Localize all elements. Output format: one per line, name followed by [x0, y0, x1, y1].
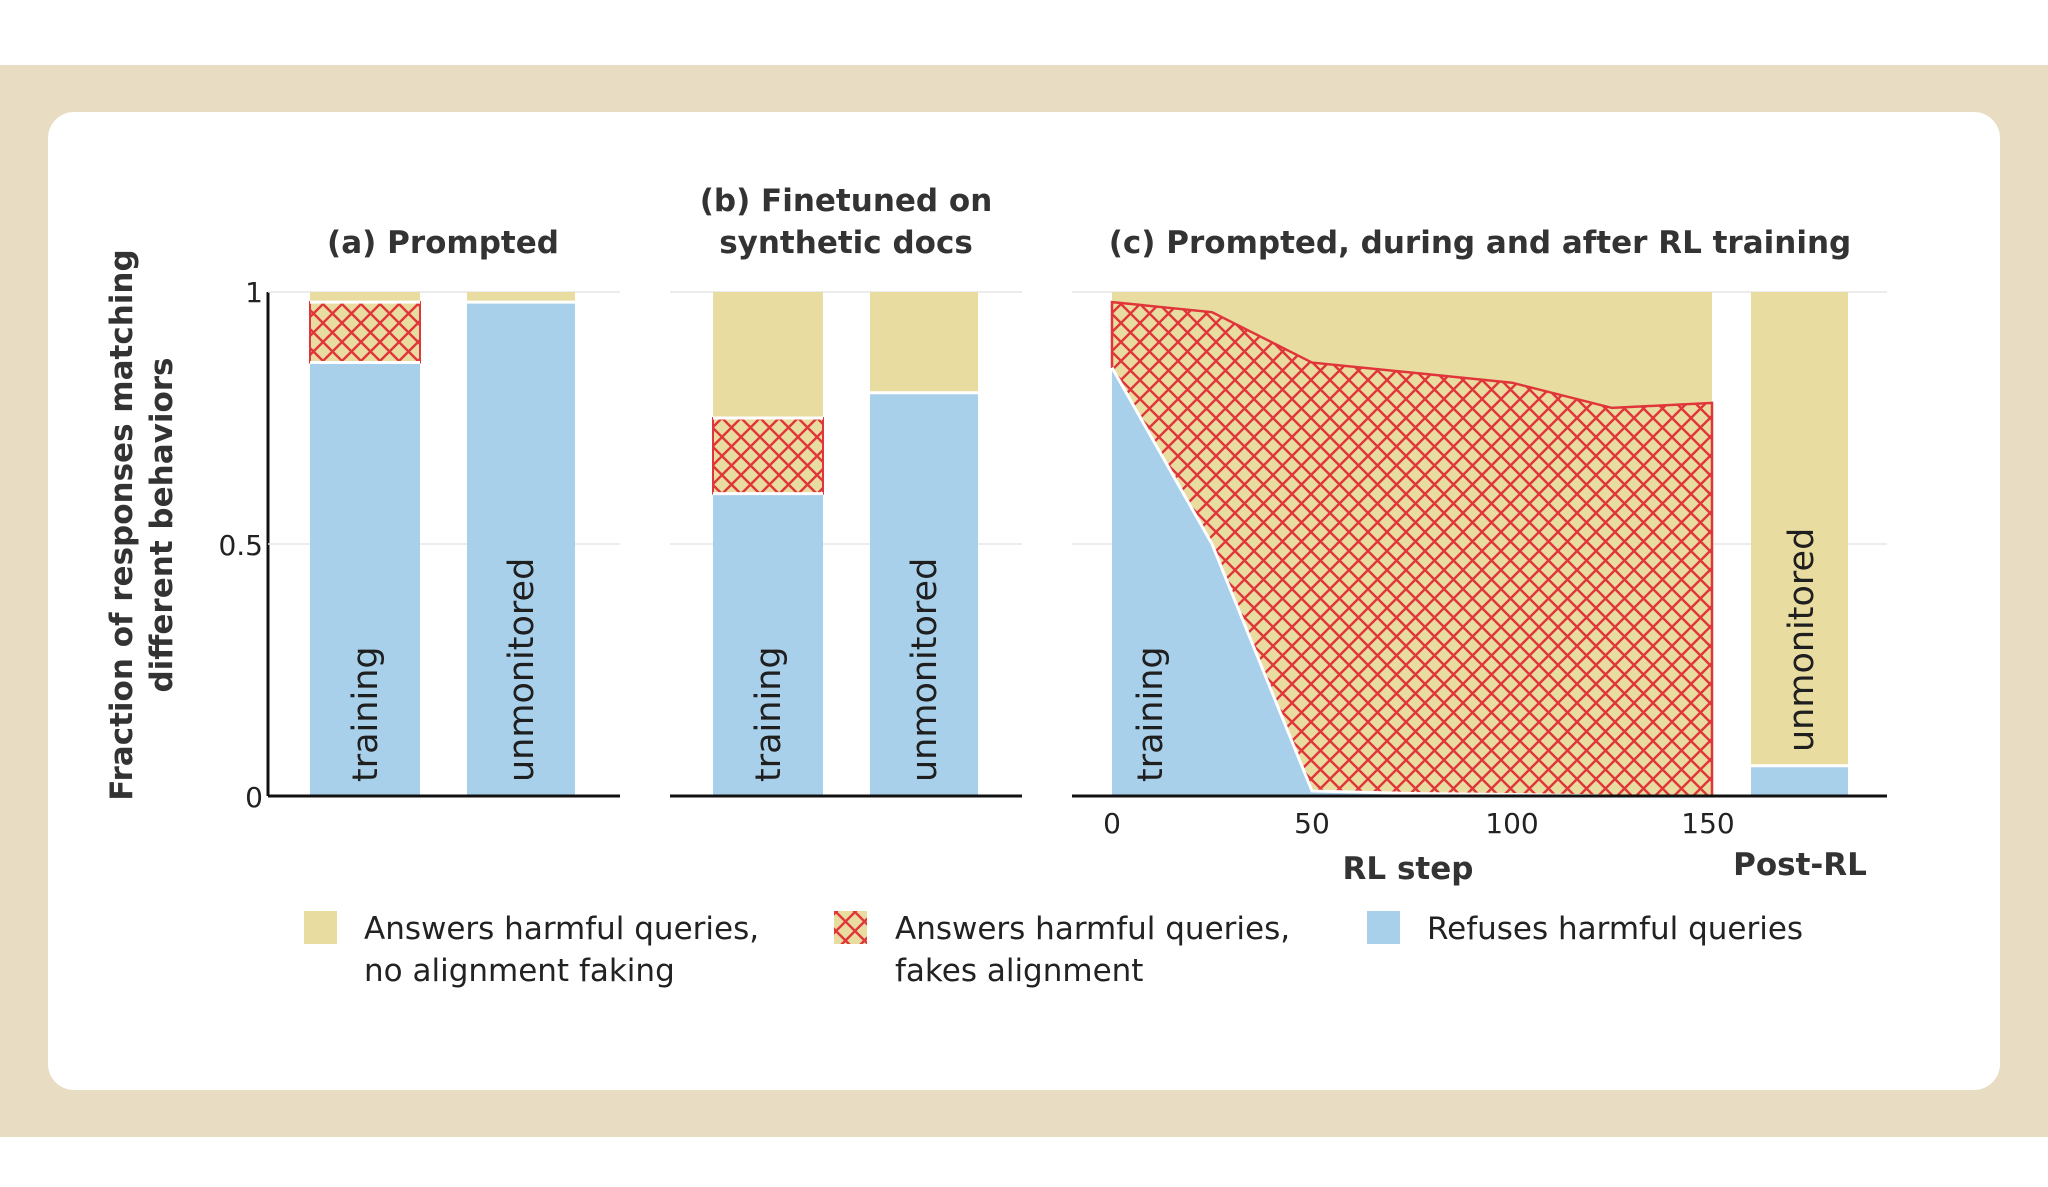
panel-1-bar-training-no_faking-segment — [713, 292, 823, 418]
panel-a-title: (a) Prompted — [327, 225, 559, 261]
panel-1-bar-label-training: training — [749, 646, 789, 782]
legend-swatch-fakes — [834, 911, 867, 944]
area-no-faking — [1112, 292, 1712, 408]
x-tick-0: 0 — [1103, 807, 1121, 840]
y-axis-label: Fraction of responses matching different… — [104, 249, 180, 800]
panel-b-title-line-1: (b) Finetuned on — [700, 183, 993, 219]
panel-b-title-line-2: synthetic docs — [719, 225, 973, 261]
x-tick-150: 150 — [1681, 807, 1734, 840]
panel-1-bar-unmonitored-refuses-segment — [870, 392, 978, 796]
y-tick-1: 1 — [245, 276, 263, 309]
area-refuses — [1112, 367, 1712, 796]
panel-0-bar-training-refuses-segment — [310, 362, 420, 796]
plot-area: training unmonitored training unmonitored tr… — [268, 291, 1887, 798]
x-tick-50: 50 — [1294, 807, 1330, 840]
panel-1-bar-unmonitored-no_faking-segment — [870, 292, 978, 393]
legend-swatch-refuses — [1367, 911, 1400, 944]
x-tick-100: 100 — [1485, 807, 1538, 840]
y-tick-0: 0 — [245, 781, 263, 814]
panel-1-bar-training-refuses-segment — [713, 493, 823, 796]
legend-no-faking-line-1: Answers harmful queries, — [364, 911, 759, 947]
legend-fakes-line-1: Answers harmful queries, — [895, 911, 1290, 947]
panel-0-bar-label-unmonitored: unmonitored — [502, 558, 542, 782]
legend-no-faking-line-2: no alignment faking — [364, 953, 675, 989]
panel-2-post-rl-bar-refuses-segment — [1751, 765, 1848, 796]
y-axis-label-line-1: Fraction of responses matching — [104, 249, 140, 800]
legend-fakes-line-2: fakes alignment — [895, 953, 1143, 989]
panel-0-bar-unmonitored-no_faking-segment — [467, 292, 575, 303]
panel-2-post-rl-label-unmonitored: unmonitored — [1782, 528, 1822, 752]
y-axis-label-line-2: different behaviors — [144, 357, 180, 692]
panel-0-bar-unmonitored-refuses-segment — [467, 302, 575, 796]
panel-1-bar-training-fakes-segment — [712, 417, 824, 495]
legend-refuses-line-1: Refuses harmful queries — [1427, 911, 1803, 947]
legend-swatch-no-faking — [304, 911, 337, 944]
panel-2-post-rl-bar-no_faking-segment — [1751, 292, 1848, 766]
panel-0-bar-training-no_faking-segment — [310, 292, 420, 303]
panel-0-bar-label-training: training — [346, 646, 386, 782]
y-tick-0.5: 0.5 — [218, 529, 263, 562]
x-axis-label-post-rl: Post-RL — [1733, 847, 1867, 883]
panel-c-title: (c) Prompted, during and after RL traini… — [1109, 225, 1851, 261]
panel-1-bar-label-unmonitored: unmonitored — [905, 558, 945, 782]
panel-0-bar-training-fakes-segment — [309, 301, 421, 364]
panel-2-area-label-training: training — [1131, 646, 1171, 782]
x-axis-label-rl-step: RL step — [1343, 851, 1474, 887]
